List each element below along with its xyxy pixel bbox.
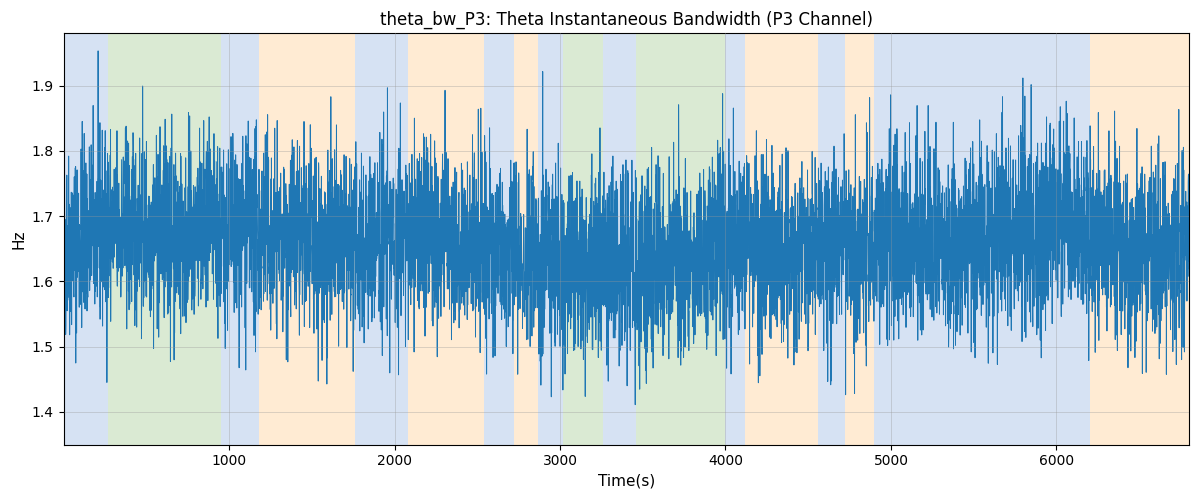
Bar [726,34,745,445]
Bar [563,34,604,445]
Bar [818,34,845,445]
Bar [484,34,514,445]
Bar [514,34,539,445]
Bar [539,34,563,445]
Bar [1090,34,1189,445]
Title: theta_bw_P3: Theta Instantaneous Bandwidth (P3 Channel): theta_bw_P3: Theta Instantaneous Bandwid… [379,11,872,30]
Bar [355,34,408,445]
Bar [221,34,259,445]
Bar [408,34,484,445]
Bar [64,34,108,445]
Bar [745,34,818,445]
Bar [875,34,1090,445]
Bar [604,34,636,445]
Y-axis label: Hz: Hz [11,230,26,249]
X-axis label: Time(s): Time(s) [598,474,655,489]
Bar [108,34,221,445]
Bar [259,34,355,445]
Bar [636,34,726,445]
Bar [845,34,875,445]
